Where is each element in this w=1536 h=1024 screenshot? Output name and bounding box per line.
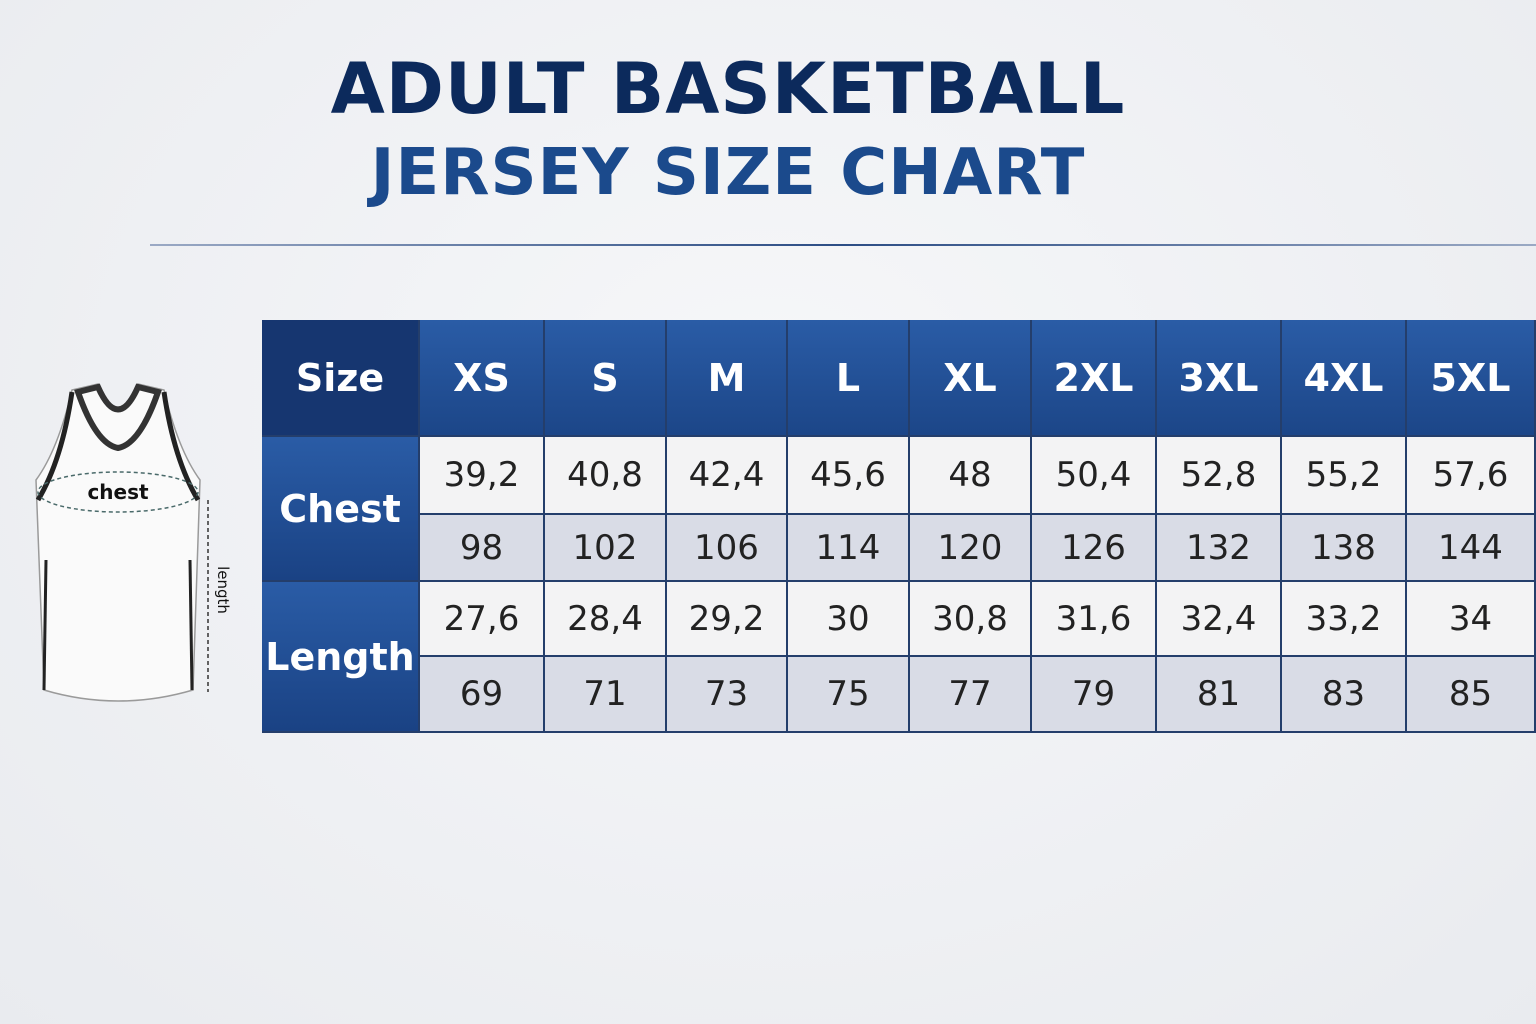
chest-label: chest bbox=[87, 480, 149, 504]
value-cell: 138 bbox=[1282, 515, 1405, 580]
divider bbox=[150, 244, 1536, 246]
corner-header: Size bbox=[262, 320, 418, 435]
value-cell: 75 bbox=[788, 657, 908, 731]
value-cell: 32,4 bbox=[1157, 582, 1280, 655]
value-cell: 55,2 bbox=[1282, 437, 1405, 513]
value-cell: 34 bbox=[1407, 582, 1534, 655]
value-cell: 45,6 bbox=[788, 437, 908, 513]
value-cell: 57,6 bbox=[1407, 437, 1534, 513]
value-cell: 48 bbox=[910, 437, 1030, 513]
value-cell: 81 bbox=[1157, 657, 1280, 731]
value-cell: 79 bbox=[1032, 657, 1155, 731]
size-header: S bbox=[545, 320, 665, 435]
value-cell: 28,4 bbox=[545, 582, 665, 655]
value-cell: 69 bbox=[420, 657, 543, 731]
row-header: Chest bbox=[262, 437, 418, 580]
value-cell: 126 bbox=[1032, 515, 1155, 580]
value-cell: 31,6 bbox=[1032, 582, 1155, 655]
size-header: 5XL bbox=[1407, 320, 1534, 435]
size-header: 2XL bbox=[1032, 320, 1155, 435]
size-header: XS bbox=[420, 320, 543, 435]
value-cell: 98 bbox=[420, 515, 543, 580]
row-header: Length bbox=[262, 582, 418, 731]
value-cell: 30 bbox=[788, 582, 908, 655]
value-cell: 77 bbox=[910, 657, 1030, 731]
size-table: Size XS S M L XL 2XL 3XL 4XL 5XL Chest 39,2 40,8 42,4… bbox=[262, 320, 1536, 733]
value-cell: 50,4 bbox=[1032, 437, 1155, 513]
value-cell: 33,2 bbox=[1282, 582, 1405, 655]
value-cell: 42,4 bbox=[667, 437, 786, 513]
value-cell: 39,2 bbox=[420, 437, 543, 513]
size-header: 3XL bbox=[1157, 320, 1280, 435]
value-cell: 132 bbox=[1157, 515, 1280, 580]
value-cell: 40,8 bbox=[545, 437, 665, 513]
value-cell: 106 bbox=[667, 515, 786, 580]
value-cell: 114 bbox=[788, 515, 908, 580]
size-header: L bbox=[788, 320, 908, 435]
value-cell: 144 bbox=[1407, 515, 1534, 580]
title-line1: ADULT BASKETBALL bbox=[330, 48, 1126, 130]
size-header: M bbox=[667, 320, 786, 435]
value-cell: 102 bbox=[545, 515, 665, 580]
value-cell: 120 bbox=[910, 515, 1030, 580]
jersey-diagram: chest length bbox=[35, 383, 232, 702]
value-cell: 71 bbox=[545, 657, 665, 731]
size-header: 4XL bbox=[1282, 320, 1405, 435]
value-cell: 30,8 bbox=[910, 582, 1030, 655]
value-cell: 73 bbox=[667, 657, 786, 731]
value-cell: 83 bbox=[1282, 657, 1405, 731]
size-header: XL bbox=[910, 320, 1030, 435]
value-cell: 52,8 bbox=[1157, 437, 1280, 513]
value-cell: 27,6 bbox=[420, 582, 543, 655]
value-cell: 29,2 bbox=[667, 582, 786, 655]
length-label: length bbox=[214, 566, 232, 614]
value-cell: 85 bbox=[1407, 657, 1534, 731]
title-line2: JERSEY SIZE CHART bbox=[370, 136, 1086, 210]
